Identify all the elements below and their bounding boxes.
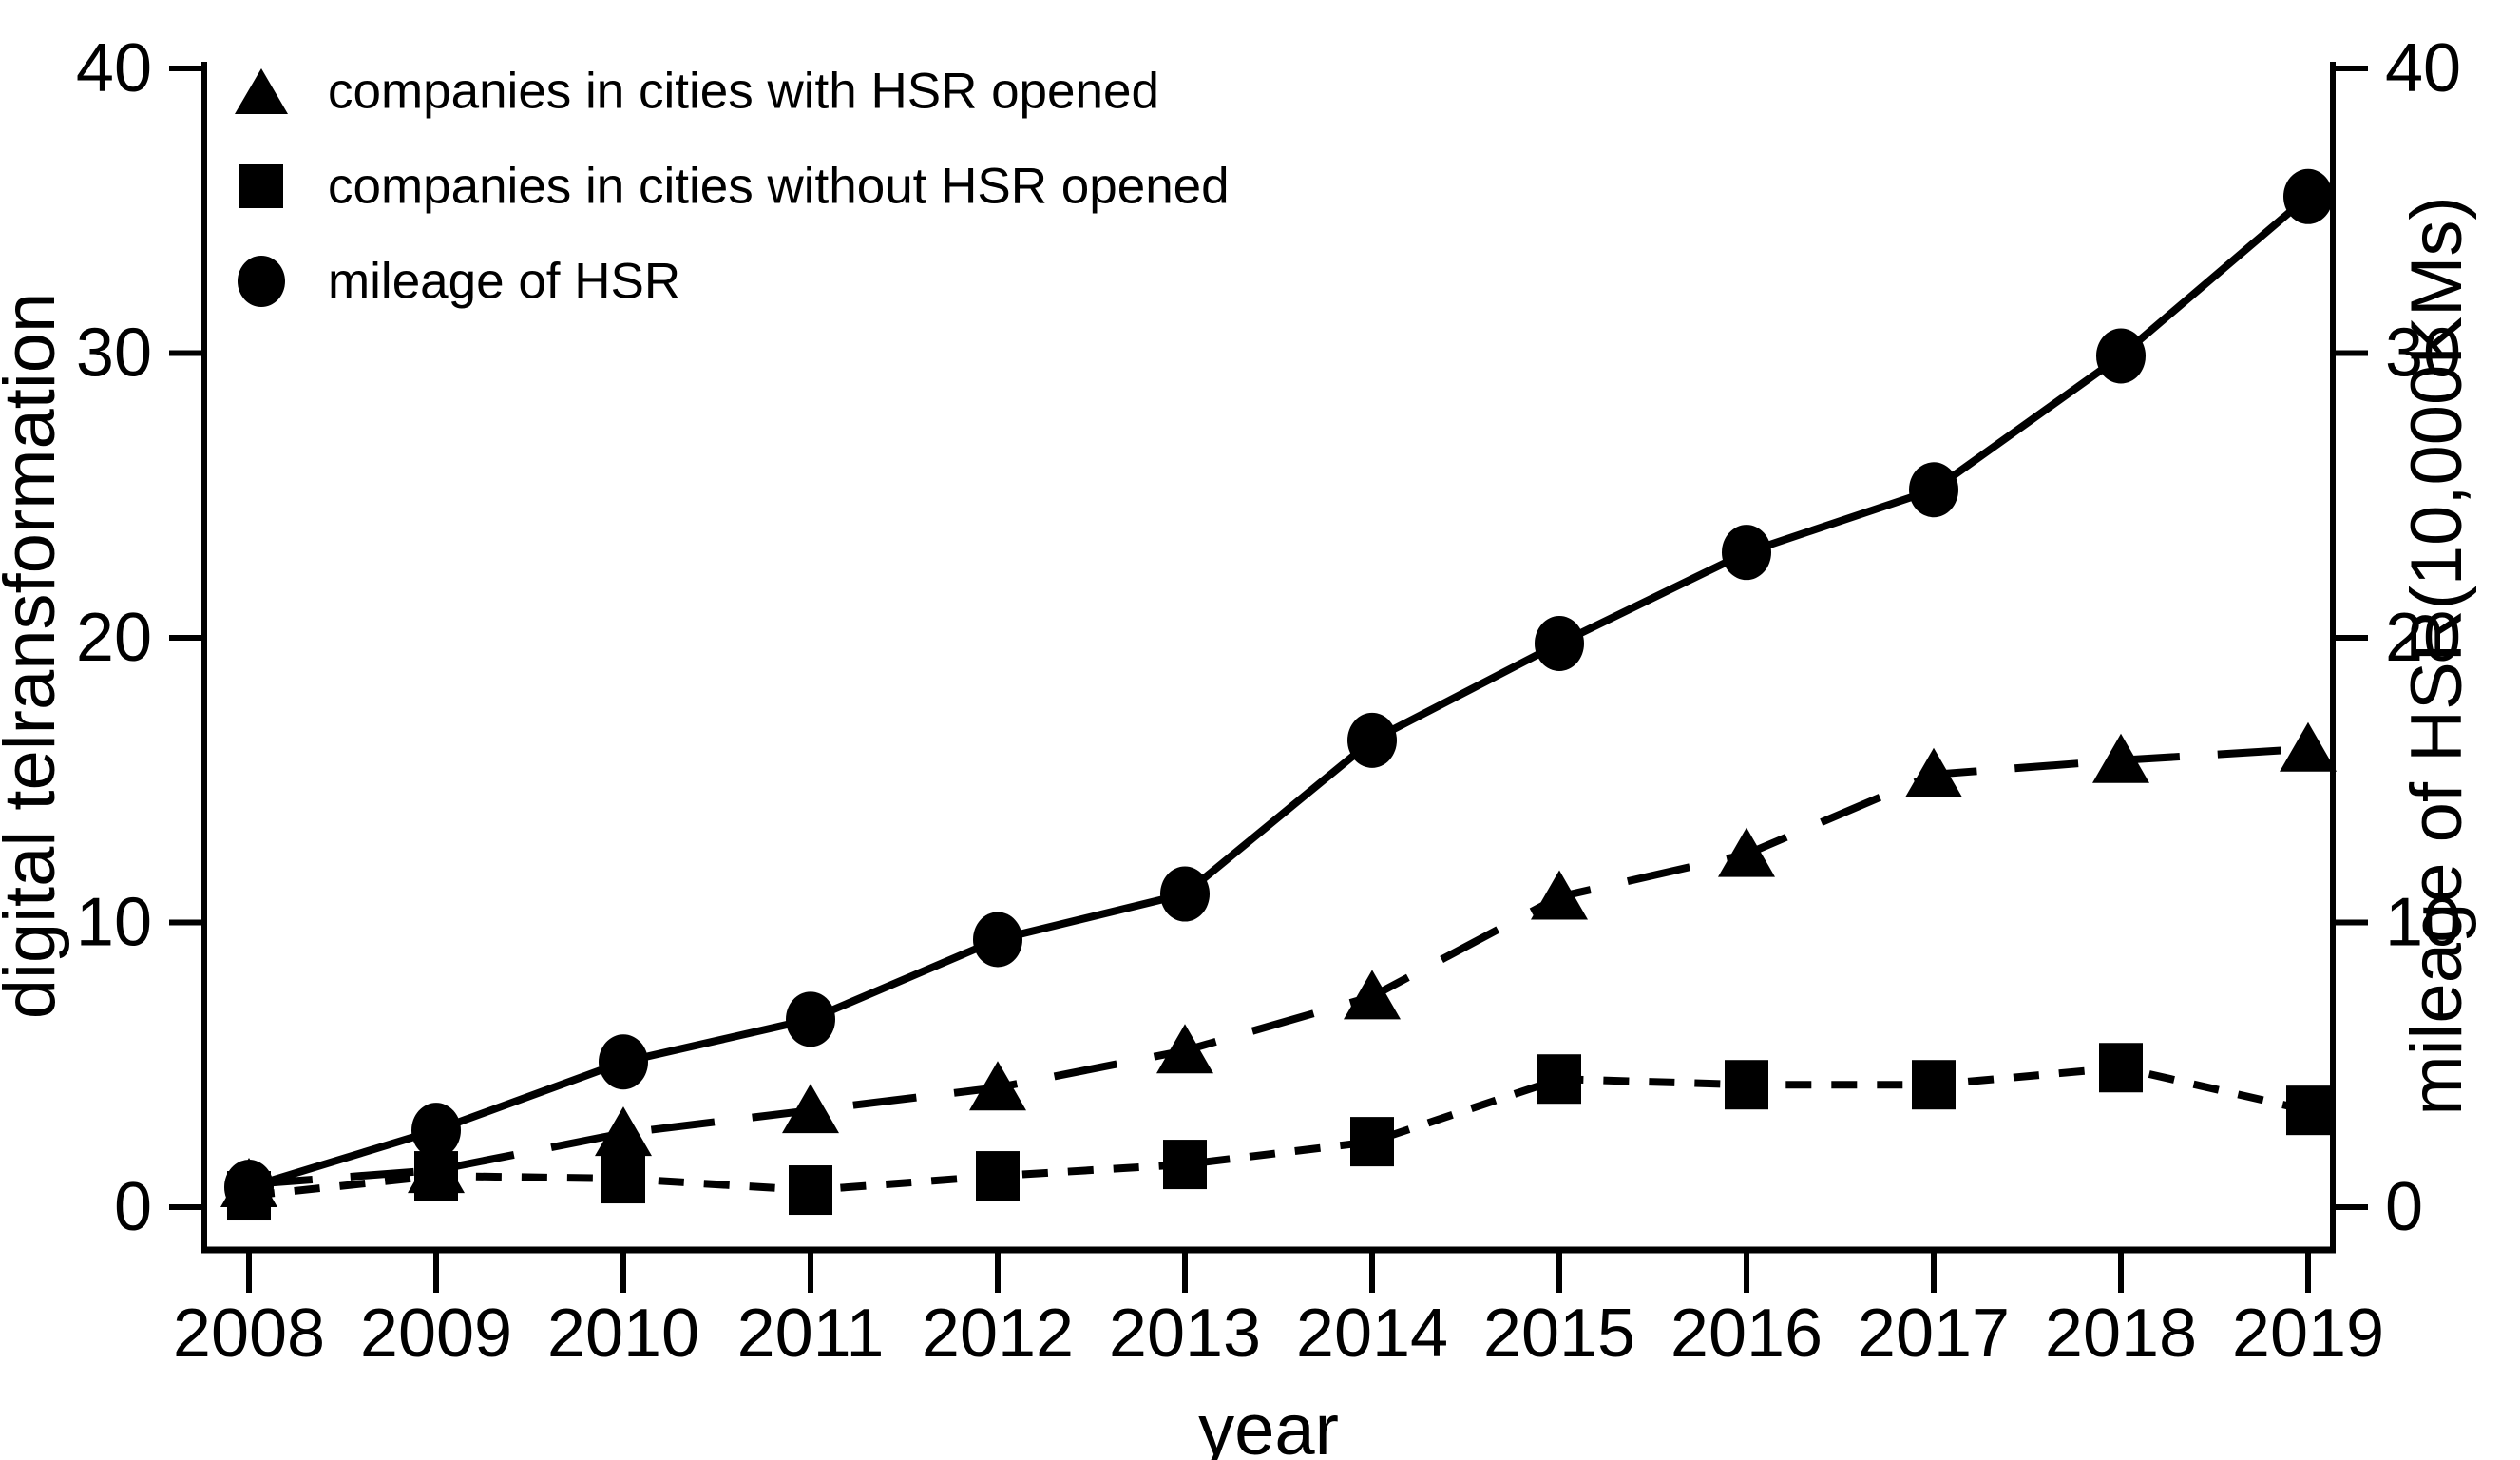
plot-spines (201, 62, 2336, 1254)
triangle-marker (595, 1106, 652, 1157)
left-axis-ticks: 0 10 20 30 40 (76, 30, 204, 1245)
circle-marker (1160, 866, 1210, 922)
x-tick-label: 2015 (1483, 1296, 1635, 1372)
series-line-short-dash (248, 1064, 2309, 1200)
right-tick-label: 30 (2385, 316, 2461, 392)
square-marker (227, 1171, 271, 1221)
data-series (220, 168, 2337, 1221)
series-line-solid (247, 193, 2311, 1191)
square-marker (1350, 1117, 1394, 1167)
square-marker (1725, 1060, 1768, 1110)
circle-marker (1535, 615, 1584, 671)
circle-marker (599, 1034, 648, 1090)
series-square (227, 1043, 2330, 1221)
legend-item-label: mileage of HSR (328, 254, 680, 310)
x-tick-label: 2014 (1296, 1296, 1448, 1372)
square-marker (2286, 1085, 2330, 1136)
series-triangle (220, 721, 2337, 1208)
x-tick-label: 2010 (547, 1296, 699, 1372)
square-marker (789, 1165, 832, 1216)
square-marker (1537, 1054, 1581, 1105)
triangle-marker (1905, 747, 1962, 797)
x-tick-label: 2009 (360, 1296, 512, 1372)
legend-item-with-hsr: companies in cities with HSR opened (235, 64, 1159, 120)
square-marker (2099, 1043, 2143, 1093)
triangle-marker (1344, 970, 1401, 1020)
right-tick-label: 10 (2385, 885, 2461, 961)
left-axis-title: digital telransformation (0, 293, 70, 1020)
x-tick-label: 2013 (1109, 1296, 1261, 1372)
circle-marker (973, 912, 1022, 968)
right-tick-label: 20 (2385, 600, 2461, 676)
right-tick-label: 40 (2385, 30, 2461, 106)
square-marker (1163, 1140, 1207, 1190)
x-tick-label: 2012 (922, 1296, 1074, 1372)
right-axis-ticks: 0 10 20 30 40 (2333, 30, 2461, 1245)
square-icon (239, 164, 283, 208)
x-tick-label: 2016 (1670, 1296, 1823, 1372)
legend-item-label: companies in cities without HSR opened (328, 159, 1230, 215)
circle-marker (2096, 328, 2146, 384)
x-tick-label: 2019 (2232, 1296, 2384, 1372)
circle-marker (2283, 168, 2333, 224)
x-tick-label: 2018 (2045, 1296, 2197, 1372)
triangle-marker (782, 1084, 839, 1134)
triangle-marker (1531, 870, 1588, 920)
circle-marker (1909, 462, 1958, 518)
left-tick-label: 0 (114, 1169, 152, 1245)
left-tick-label: 10 (76, 885, 152, 961)
triangle-marker (1718, 827, 1775, 877)
triangle-marker (969, 1061, 1026, 1111)
legend-item-label: companies in cities with HSR opened (328, 64, 1159, 120)
legend-item-mileage: mileage of HSR (238, 254, 680, 310)
circle-marker (786, 991, 835, 1047)
x-axis-ticks: 2008 2009 2010 2011 2012 2013 2014 2015 2016 2017… (173, 1250, 2384, 1372)
left-tick-label: 20 (76, 600, 152, 676)
x-tick-label: 2011 (737, 1296, 885, 1372)
triangle-marker (2092, 733, 2149, 783)
left-tick-label: 40 (76, 30, 152, 106)
x-tick-label: 2008 (173, 1296, 325, 1372)
right-tick-label: 0 (2385, 1169, 2423, 1245)
x-tick-label: 2017 (1858, 1296, 2010, 1372)
circle-icon (238, 256, 285, 307)
series-circle (224, 168, 2333, 1216)
legend-item-without-hsr: companies in cities without HSR opened (239, 159, 1230, 215)
x-axis-title: year (1198, 1390, 1339, 1460)
left-tick-label: 30 (76, 316, 152, 392)
square-marker (414, 1151, 458, 1201)
triangle-icon (235, 68, 288, 114)
circle-marker (1722, 525, 1771, 581)
triangle-marker (2280, 721, 2337, 772)
circle-marker (411, 1103, 461, 1159)
circle-marker (1347, 712, 1397, 768)
triangle-marker (1156, 1024, 1213, 1074)
square-marker (601, 1154, 645, 1204)
right-axis-title: mileage of HSR(10,000KMs) (2396, 196, 2477, 1115)
square-marker (976, 1151, 1020, 1201)
legend: companies in cities with HSR opened comp… (235, 64, 1230, 310)
square-marker (1912, 1060, 1956, 1110)
series-line-long-dash (248, 744, 2309, 1189)
